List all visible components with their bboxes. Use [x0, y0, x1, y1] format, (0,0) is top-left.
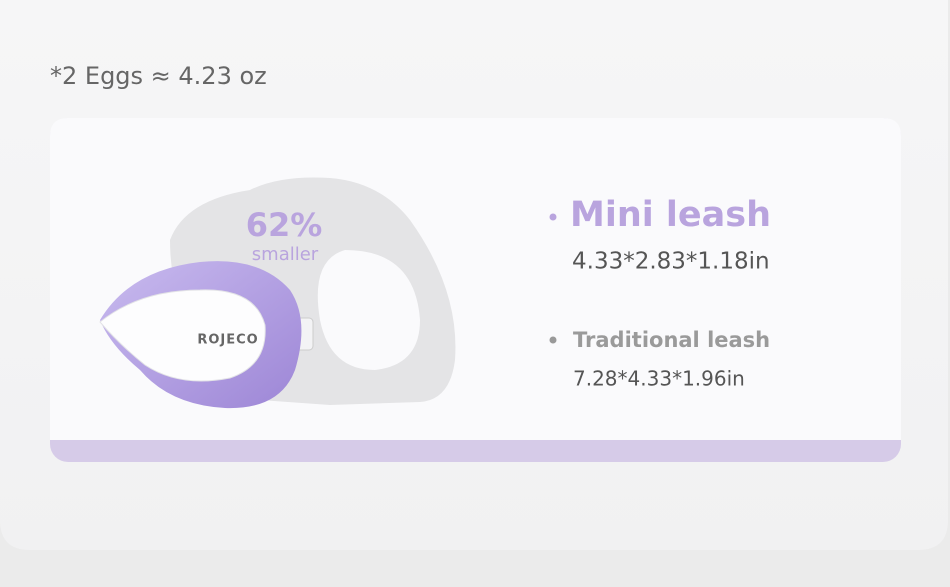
bullet [549, 213, 557, 221]
item-name: Traditional leash [573, 328, 770, 352]
size-caption: smaller [252, 244, 319, 265]
item-name: Mini leash [570, 195, 771, 235]
weight-note: *2 Eggs ≈ 4.23 oz [50, 62, 267, 90]
bullet [549, 336, 557, 344]
brand-logo: ROJECO [197, 333, 258, 348]
size-percent: 62% [246, 206, 323, 244]
item-size: 7.28*4.33*1.96in [573, 367, 745, 391]
mini-leash-face [99, 289, 266, 382]
item-size: 4.33*2.83*1.18in [572, 249, 770, 275]
